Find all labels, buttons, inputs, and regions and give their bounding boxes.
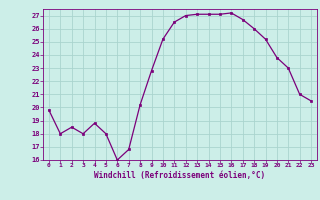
X-axis label: Windchill (Refroidissement éolien,°C): Windchill (Refroidissement éolien,°C) — [94, 171, 266, 180]
